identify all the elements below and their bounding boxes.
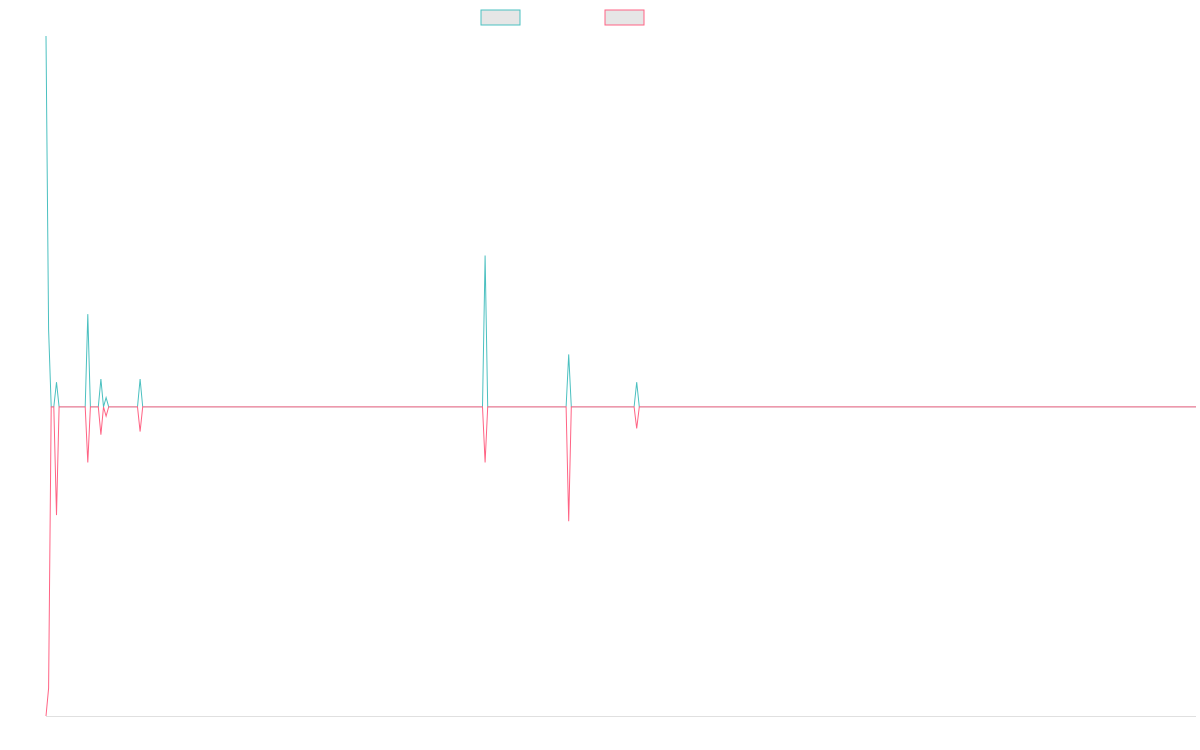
chart-legend[interactable] xyxy=(480,9,645,26)
series-line-1 xyxy=(45,35,1196,408)
legend-swatch-series-1[interactable] xyxy=(480,9,521,26)
series-group xyxy=(45,35,1196,717)
series-line-2 xyxy=(45,406,1196,717)
legend-swatch-series-2[interactable] xyxy=(604,9,645,26)
